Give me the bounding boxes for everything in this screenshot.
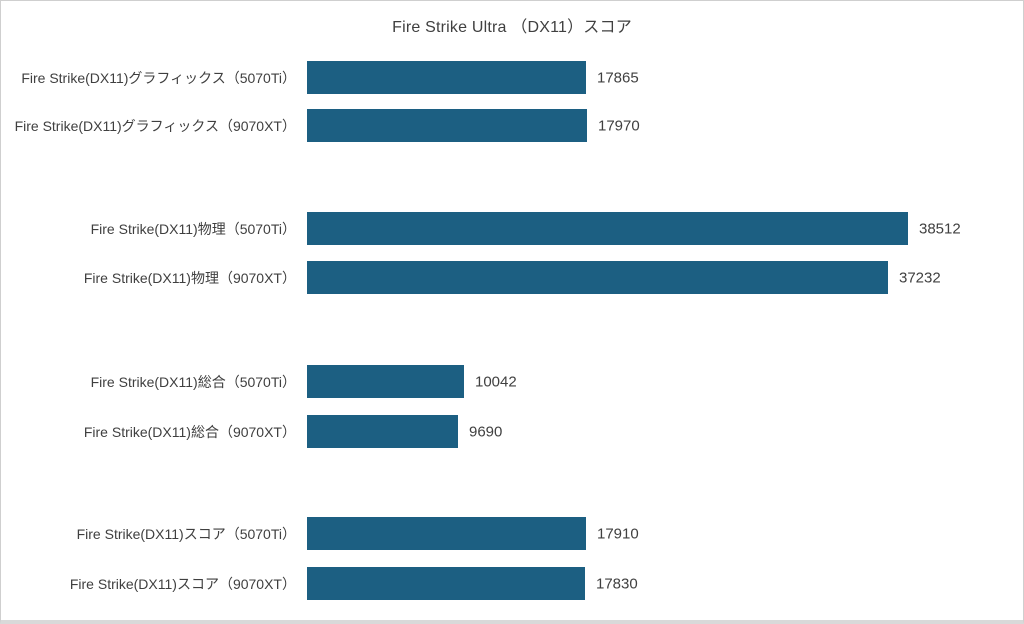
- chart-row: Fire Strike(DX11)スコア（5070Ti） 17910: [1, 517, 1023, 550]
- chart-row: Fire Strike(DX11)グラフィックス（9070XT） 17970: [1, 109, 1023, 142]
- value-label: 37232: [899, 269, 941, 286]
- bar: [307, 567, 585, 600]
- chart-row: Fire Strike(DX11)スコア（9070XT） 17830: [1, 567, 1023, 600]
- value-label: 17910: [597, 525, 639, 542]
- bar: [307, 415, 458, 448]
- bar-track: 17970: [307, 109, 1023, 142]
- chart-row: Fire Strike(DX11)総合（5070Ti） 10042: [1, 365, 1023, 398]
- value-label: 17830: [596, 575, 638, 592]
- chart-row: Fire Strike(DX11)総合（9070XT） 9690: [1, 415, 1023, 448]
- category-label: Fire Strike(DX11)総合（9070XT）: [83, 423, 296, 440]
- bar-track: 37232: [307, 261, 1023, 294]
- bar: [307, 61, 586, 94]
- bar: [307, 365, 464, 398]
- chart-row: Fire Strike(DX11)物理（9070XT） 37232: [1, 261, 1023, 294]
- chart-row: Fire Strike(DX11)グラフィックス（5070Ti） 17865: [1, 61, 1023, 94]
- chart-row: Fire Strike(DX11)物理（5070Ti） 38512: [1, 212, 1023, 245]
- value-label: 38512: [919, 220, 961, 237]
- bar-track: 10042: [307, 365, 1023, 398]
- bar-track: 17910: [307, 517, 1023, 550]
- value-label: 17970: [598, 117, 640, 134]
- category-label: Fire Strike(DX11)物理（9070XT）: [83, 269, 296, 286]
- bar-track: 9690: [307, 415, 1023, 448]
- bar: [307, 109, 587, 142]
- category-label: Fire Strike(DX11)グラフィックス（9070XT）: [14, 117, 296, 134]
- category-label: Fire Strike(DX11)スコア（5070Ti）: [76, 525, 296, 542]
- bar: [307, 261, 888, 294]
- bar-track: 17830: [307, 567, 1023, 600]
- value-label: 17865: [597, 69, 639, 86]
- value-label: 9690: [469, 423, 503, 440]
- bar-track: 38512: [307, 212, 1023, 245]
- bar-track: 17865: [307, 61, 1023, 94]
- category-label: Fire Strike(DX11)総合（5070Ti）: [90, 373, 296, 390]
- value-label: 10042: [475, 373, 517, 390]
- category-label: Fire Strike(DX11)物理（5070Ti）: [90, 220, 296, 237]
- bar: [307, 212, 908, 245]
- category-label: Fire Strike(DX11)グラフィックス（5070Ti）: [21, 69, 296, 86]
- chart-title: Fire Strike Ultra （DX11）スコア: [392, 19, 632, 36]
- bar: [307, 517, 586, 550]
- category-label: Fire Strike(DX11)スコア（9070XT）: [69, 575, 296, 592]
